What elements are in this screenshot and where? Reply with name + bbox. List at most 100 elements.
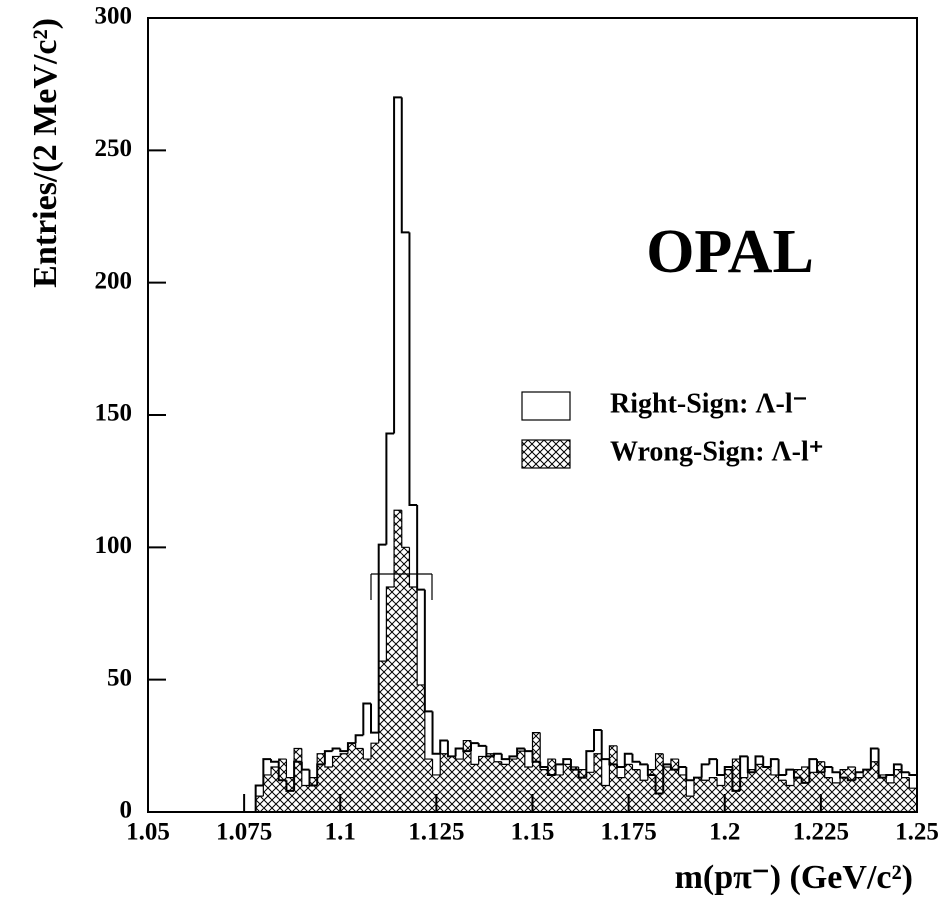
bar-fill bbox=[486, 753, 495, 812]
bar-outline bbox=[478, 755, 487, 765]
bar-fill bbox=[693, 777, 702, 812]
bar-fill bbox=[686, 796, 694, 812]
bar-outline bbox=[462, 739, 471, 760]
bar-fill bbox=[863, 769, 871, 812]
bar-outline bbox=[901, 769, 910, 779]
bar-fill bbox=[840, 769, 848, 812]
bar-outline bbox=[685, 774, 694, 797]
bar-outline bbox=[700, 763, 710, 778]
annotation: OPAL bbox=[646, 218, 814, 286]
bar-outline bbox=[508, 755, 518, 760]
bar-fill bbox=[724, 769, 733, 812]
bar-outline bbox=[739, 759, 748, 779]
x-tick-label: 1.15 bbox=[511, 819, 555, 846]
bar-fill bbox=[440, 753, 448, 812]
bar-fill bbox=[755, 764, 764, 812]
y-tick-label: 300 bbox=[95, 3, 133, 30]
bar-fill bbox=[386, 587, 395, 812]
bar-outline bbox=[454, 747, 464, 757]
x-tick-label: 1.05 bbox=[126, 819, 170, 846]
bar-fill bbox=[670, 759, 679, 812]
bar-outline bbox=[678, 759, 687, 776]
bar-fill bbox=[432, 774, 441, 812]
bar-outline bbox=[885, 774, 894, 784]
bar-outline bbox=[762, 764, 771, 768]
bar-outline bbox=[647, 769, 656, 781]
bar-outline bbox=[769, 758, 779, 768]
bar-fill bbox=[286, 777, 295, 812]
bar-outline bbox=[608, 745, 618, 786]
bar-fill bbox=[501, 764, 510, 812]
bar-outline bbox=[631, 764, 641, 771]
bar-fill bbox=[517, 751, 525, 812]
bar-outline bbox=[285, 759, 295, 779]
bar-outline bbox=[293, 747, 302, 778]
bar-fill bbox=[732, 759, 741, 812]
bar-fill bbox=[524, 767, 533, 812]
bar-fill bbox=[655, 753, 664, 812]
bar-outline bbox=[601, 753, 610, 787]
bar-outline bbox=[639, 769, 648, 781]
bar-outline bbox=[362, 702, 372, 736]
bar-outline bbox=[724, 769, 733, 786]
bar-outline bbox=[585, 750, 595, 778]
bar-outline bbox=[793, 769, 802, 786]
y-tick-label: 250 bbox=[95, 135, 133, 162]
bar-outline bbox=[393, 96, 402, 434]
bar-outline bbox=[593, 753, 602, 773]
bar-outline bbox=[278, 758, 287, 768]
bar-outline bbox=[785, 780, 794, 787]
bar-outline bbox=[501, 761, 510, 765]
bar-outline bbox=[446, 740, 456, 758]
bar-outline bbox=[708, 758, 718, 765]
bar-outline bbox=[800, 777, 810, 784]
bar-outline bbox=[523, 748, 533, 753]
bar-fill bbox=[570, 767, 579, 812]
bar-outline bbox=[662, 753, 671, 768]
bar-outline bbox=[447, 753, 456, 758]
bar-outline bbox=[562, 758, 571, 765]
bar-outline bbox=[839, 769, 848, 783]
bar-fill bbox=[832, 782, 841, 812]
bar-outline bbox=[824, 761, 833, 779]
bar-outline bbox=[739, 755, 748, 791]
x-tick-label: 1.1 bbox=[325, 819, 356, 846]
bar-outline bbox=[431, 759, 441, 776]
bar-fill bbox=[632, 769, 641, 812]
bar-outline bbox=[831, 777, 841, 784]
bar-fill bbox=[394, 510, 402, 812]
bar-fill bbox=[817, 761, 825, 812]
bar-fill bbox=[624, 764, 633, 812]
bar-fill bbox=[470, 764, 479, 812]
bar-fill bbox=[786, 785, 794, 812]
bar-fill bbox=[609, 745, 618, 812]
bar-outline bbox=[439, 739, 448, 754]
bar-outline bbox=[362, 748, 372, 760]
bar-fill bbox=[640, 780, 648, 812]
bar-fill bbox=[801, 767, 810, 812]
bar-outline bbox=[508, 758, 518, 765]
bar-outline bbox=[401, 510, 410, 548]
bar-outline bbox=[424, 684, 433, 760]
bar-outline bbox=[300, 761, 310, 771]
bar-fill bbox=[347, 743, 356, 812]
bar-outline bbox=[431, 711, 441, 755]
bar-fill bbox=[478, 756, 487, 812]
bar-outline bbox=[255, 795, 264, 812]
bar-fill bbox=[409, 587, 418, 812]
bar-fill bbox=[278, 759, 287, 812]
bar-outline bbox=[531, 732, 541, 768]
y-axis-title: Entries/(2 MeV/c²) bbox=[27, 18, 64, 288]
bar-fill bbox=[340, 753, 348, 812]
bar-outline bbox=[808, 767, 818, 773]
bar-outline bbox=[493, 753, 502, 763]
x-tick-label: 1.075 bbox=[216, 819, 272, 846]
y-tick-label: 200 bbox=[95, 267, 133, 294]
bar-outline bbox=[547, 758, 556, 770]
bar-outline bbox=[593, 728, 602, 752]
bar-outline bbox=[485, 753, 495, 757]
bar-fill bbox=[678, 774, 687, 812]
bar-outline bbox=[270, 766, 279, 775]
x-tick-label: 1.225 bbox=[793, 819, 849, 846]
